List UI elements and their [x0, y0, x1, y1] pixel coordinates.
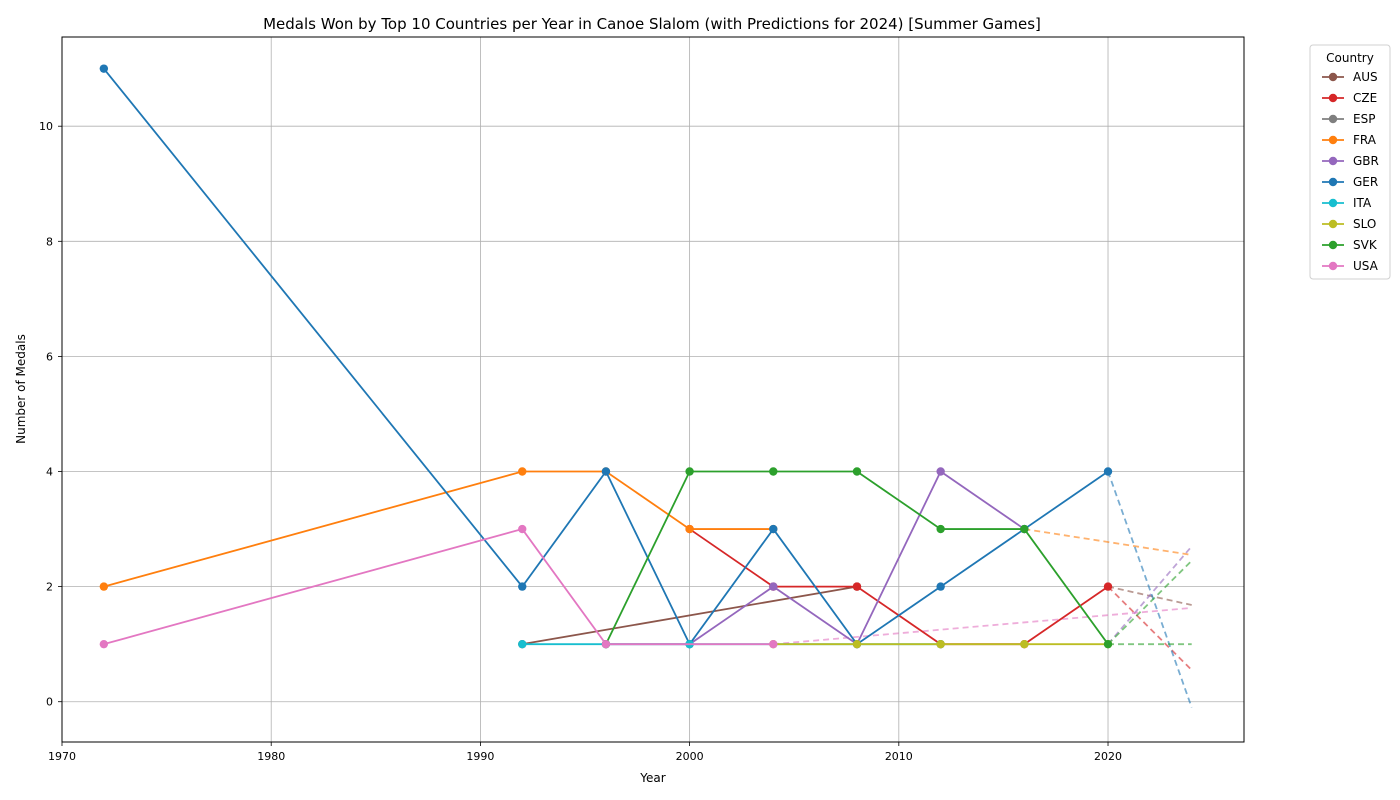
- legend-marker-usa: [1328, 261, 1338, 271]
- legend-marker-gbr: [1328, 156, 1338, 166]
- y-axis-ticks: 0 2 4 6 8 10: [39, 120, 62, 709]
- chart-title: Medals Won by Top 10 Countries per Year …: [263, 15, 1041, 33]
- data-point-ita: [518, 639, 527, 649]
- legend-box: [1309, 44, 1391, 280]
- data-point-usa: [99, 639, 109, 649]
- legend-label-ger: GER: [1353, 175, 1378, 189]
- y-tick-label: 0: [46, 696, 53, 709]
- legend-label-slo: SLO: [1353, 217, 1376, 231]
- grid-lines: [61, 37, 1244, 742]
- prediction-lines: [773, 471, 1193, 708]
- data-point-ger: [518, 582, 527, 591]
- y-tick-label: 2: [46, 581, 53, 594]
- series-line-aus: [522, 585, 858, 646]
- data-point-ger: [936, 582, 945, 591]
- series-fra: [99, 467, 778, 591]
- y-tick-label: 4: [46, 466, 53, 479]
- prediction-line-ger: [1107, 471, 1193, 708]
- data-point-fra: [99, 582, 109, 591]
- data-point-svk: [852, 467, 862, 476]
- series-slo: [769, 639, 1113, 649]
- legend-title: Country: [1326, 51, 1374, 65]
- series-lines: [99, 64, 1113, 649]
- series-line-fra: [103, 470, 774, 588]
- series-line-usa: [103, 528, 774, 646]
- data-point-slo: [852, 639, 862, 649]
- y-tick-label: 10: [39, 120, 53, 133]
- data-point-gbr: [769, 582, 778, 591]
- legend: Country AUS CZE ESP FRA GBR GER ITA SLO SVK USA: [1309, 44, 1391, 280]
- data-point-svk: [1020, 524, 1029, 534]
- data-point-ger: [769, 524, 778, 534]
- data-point-slo: [1020, 639, 1029, 649]
- x-tick-label: 2010: [885, 750, 913, 763]
- legend-marker-fra: [1328, 135, 1338, 145]
- data-point-usa: [769, 639, 778, 649]
- data-point-fra: [518, 467, 527, 476]
- legend-marker-ita: [1328, 198, 1338, 208]
- data-point-usa: [518, 524, 527, 534]
- x-tick-label: 2020: [1094, 750, 1122, 763]
- x-tick-label: 1990: [466, 750, 494, 763]
- plot-frame: [61, 36, 1245, 743]
- data-point-ger: [1103, 467, 1113, 476]
- legend-marker-cze: [1328, 93, 1338, 103]
- prediction-line-gbr: [1107, 545, 1193, 645]
- x-axis-title: Year: [639, 771, 665, 785]
- prediction-line-fra: [1024, 528, 1192, 556]
- legend-label-usa: USA: [1353, 259, 1379, 273]
- y-tick-label: 8: [46, 235, 53, 248]
- data-point-cze: [852, 582, 862, 591]
- y-tick-label: 6: [46, 350, 53, 363]
- legend-marker-slo: [1328, 219, 1338, 229]
- legend-marker-esp: [1328, 114, 1338, 124]
- data-point-cze: [1103, 582, 1113, 591]
- y-axis-title: Number of Medals: [14, 334, 28, 444]
- x-tick-label: 1970: [48, 750, 76, 763]
- legend-label-fra: FRA: [1353, 133, 1377, 147]
- x-tick-label: 2000: [676, 750, 704, 763]
- legend-label-svk: SVK: [1353, 238, 1378, 252]
- legend-label-ita: ITA: [1353, 196, 1372, 210]
- legend-marker-ger: [1328, 177, 1338, 187]
- x-axis-ticks: 1970 1980 1990 2000 2010 2020: [48, 742, 1122, 763]
- data-point-ger: [99, 64, 109, 73]
- series-usa: [99, 524, 778, 649]
- series-line-svk: [605, 470, 1109, 645]
- prediction-line-usa: [773, 607, 1192, 646]
- data-point-svk: [769, 467, 778, 476]
- series-gbr: [601, 467, 1029, 649]
- data-point-ger: [601, 467, 611, 476]
- data-point-svk: [1103, 639, 1113, 649]
- legend-label-gbr: GBR: [1353, 154, 1379, 168]
- data-point-gbr: [936, 467, 945, 476]
- legend-label-cze: CZE: [1353, 91, 1377, 105]
- data-point-svk: [936, 524, 945, 534]
- legend-marker-aus: [1328, 72, 1338, 82]
- data-point-svk: [685, 467, 694, 476]
- x-tick-label: 1980: [257, 750, 285, 763]
- data-point-usa: [601, 639, 611, 649]
- legend-label-aus: AUS: [1353, 70, 1378, 84]
- data-point-slo: [936, 639, 945, 649]
- legend-marker-svk: [1328, 240, 1338, 250]
- legend-label-esp: ESP: [1353, 112, 1375, 126]
- data-point-fra: [685, 524, 694, 534]
